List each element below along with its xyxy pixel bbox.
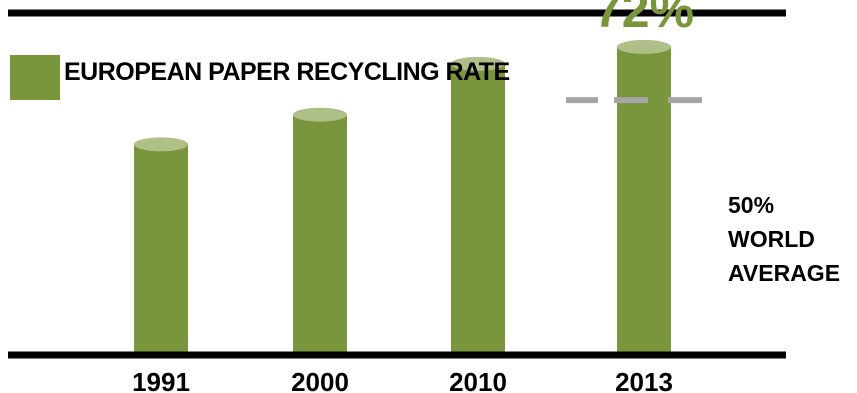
bar-2013 bbox=[617, 39, 671, 353]
bar-body bbox=[617, 46, 671, 353]
bar-cap bbox=[617, 39, 671, 54]
bar-cap bbox=[134, 137, 188, 152]
x-tick-label-2013: 2013 bbox=[615, 367, 673, 393]
x-tick-labels: 1991 2000 2010 2013 bbox=[132, 367, 673, 393]
reference-label-line-1: 50% bbox=[728, 192, 775, 218]
reference-label-line-2: WORLD bbox=[728, 226, 815, 252]
legend-swatch bbox=[10, 55, 60, 100]
bars-group: 72% bbox=[134, 0, 694, 353]
x-tick-label-2000: 2000 bbox=[291, 367, 349, 393]
bar-body bbox=[134, 144, 188, 352]
bar-1991 bbox=[134, 137, 188, 352]
bar-cap bbox=[293, 107, 347, 122]
legend-label: EUROPEAN PAPER RECYCLING RATE bbox=[64, 58, 510, 86]
value-label-2013: 72% bbox=[594, 0, 694, 38]
reference-label-line-3: AVERAGE bbox=[728, 260, 841, 286]
x-tick-label-2010: 2010 bbox=[449, 367, 507, 393]
reference-label: 50% WORLD AVERAGE bbox=[728, 188, 840, 290]
x-tick-label-1991: 1991 bbox=[132, 367, 190, 393]
bar-body bbox=[293, 114, 347, 352]
bar-body bbox=[451, 63, 505, 352]
bar-cap bbox=[451, 56, 505, 71]
bar-2010 bbox=[451, 56, 505, 352]
bar-2000 bbox=[293, 107, 347, 352]
